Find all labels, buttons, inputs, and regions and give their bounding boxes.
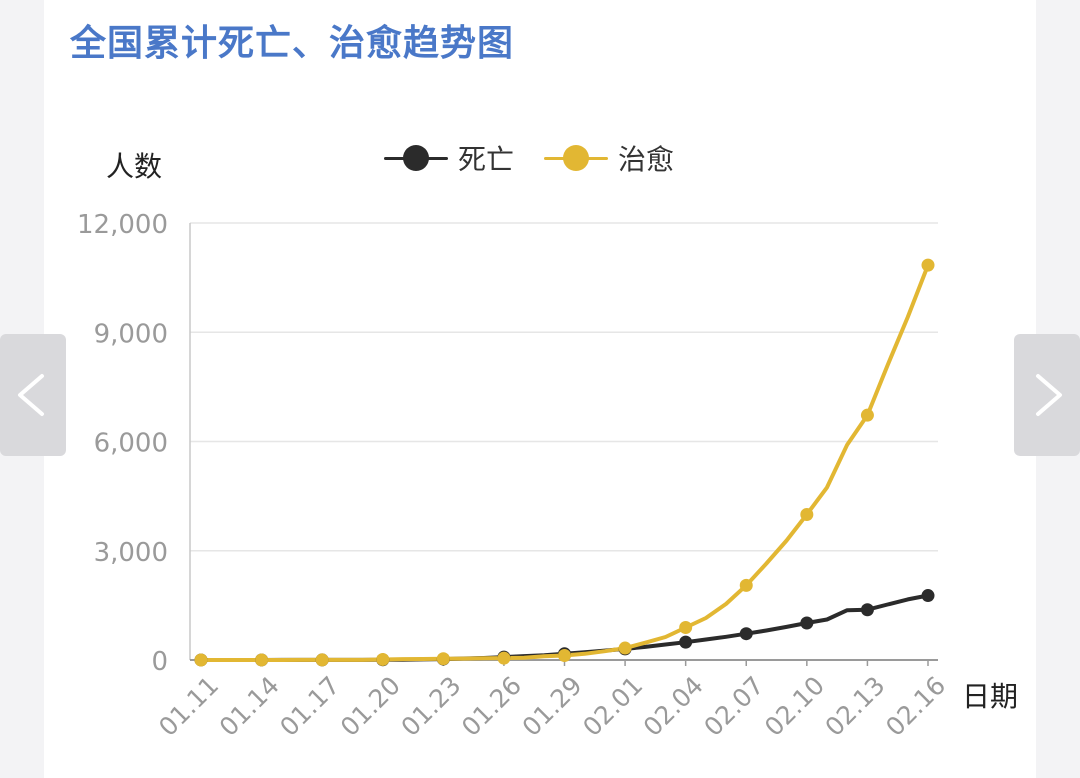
series-point-1 — [921, 258, 935, 272]
x-tick-label: 01.17 — [274, 671, 345, 742]
x-tick-label: 02.07 — [698, 671, 769, 742]
chevron-right-icon — [1036, 374, 1062, 416]
series-point-1 — [558, 648, 571, 662]
next-button[interactable] — [1014, 334, 1080, 456]
series-line-1 — [199, 263, 930, 662]
legend-item-recovered[interactable]: 治愈 — [544, 138, 674, 178]
prev-button[interactable] — [0, 334, 66, 456]
series-point-1 — [436, 652, 450, 666]
legend-label-deaths: 死亡 — [458, 143, 515, 176]
legend-label-recovered: 治愈 — [618, 143, 675, 176]
series-point-1 — [194, 653, 208, 667]
x-axis-label: 日期 — [962, 680, 1018, 713]
series-point-1 — [497, 651, 511, 665]
x-tick-label: 01.20 — [335, 671, 406, 742]
x-tick-label: 01.26 — [456, 671, 527, 742]
y-tick-label: 3,000 — [94, 538, 168, 568]
y-tick-label: 12,000 — [77, 210, 168, 240]
y-tick-label: 6,000 — [94, 429, 168, 459]
x-tick-label: 01.14 — [214, 671, 285, 742]
series-point-0 — [860, 603, 874, 617]
series-point-1 — [255, 653, 269, 667]
chevron-left-icon — [18, 374, 44, 416]
chart-card — [44, 0, 1036, 778]
x-tick-label: 02.10 — [759, 671, 830, 742]
y-tick-label: 0 — [151, 647, 168, 677]
series-point-0 — [679, 635, 693, 649]
y-axis-label: 人数 — [106, 150, 162, 183]
x-tick-label: 02.16 — [880, 671, 951, 742]
series-point-1 — [618, 641, 632, 655]
series-point-1 — [800, 507, 814, 521]
x-tick-label: 01.29 — [517, 671, 588, 742]
series-point-1 — [679, 621, 693, 635]
x-tick-label: 02.04 — [638, 671, 709, 742]
legend-item-deaths[interactable]: 死亡 — [384, 138, 514, 178]
series-point-1 — [739, 578, 753, 592]
y-tick-label: 9,000 — [94, 319, 168, 349]
x-tick-label: 01.11 — [153, 671, 224, 742]
series-point-0 — [800, 616, 814, 630]
chart-title: 全国累计死亡、治愈趋势图 — [70, 23, 515, 64]
series-point-1 — [860, 408, 874, 422]
series-point-0 — [739, 627, 753, 641]
series-point-1 — [376, 652, 390, 666]
legend-marker-deaths — [384, 143, 448, 173]
x-tick-label: 02.01 — [577, 671, 648, 742]
series-point-1 — [315, 653, 329, 667]
x-tick-label: 02.13 — [820, 671, 891, 742]
legend: 死亡 治愈 — [384, 138, 674, 178]
legend-marker-recovered — [544, 143, 609, 173]
x-tick-label: 01.23 — [395, 671, 466, 742]
series-point-0 — [921, 589, 935, 603]
